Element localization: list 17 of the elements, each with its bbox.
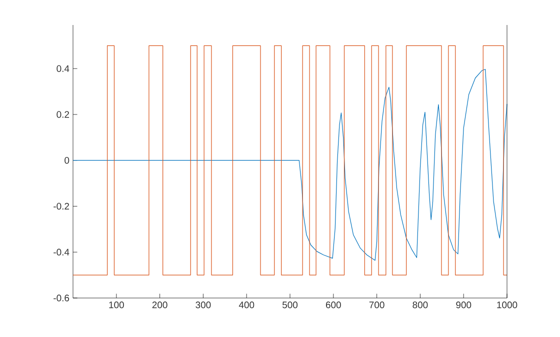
x-tick-label: 500 xyxy=(282,302,298,308)
y-tick-label: -0.6 xyxy=(54,294,70,302)
x-tick-label: 300 xyxy=(196,302,211,308)
y-tick-label: -0.2 xyxy=(54,202,70,210)
y-tick-label: -0.4 xyxy=(54,248,70,256)
x-tick-label: 400 xyxy=(238,302,254,308)
x-tick-label: 800 xyxy=(412,302,428,308)
line-series xyxy=(72,68,508,261)
y-tick-label: 0.2 xyxy=(56,111,70,118)
y-tick-label: 0.4 xyxy=(56,65,70,72)
x-tick-label: 700 xyxy=(369,302,384,308)
y-tick-label: 0 xyxy=(64,157,70,164)
x-tick-label: 100 xyxy=(109,302,124,308)
x-tick-label: 900 xyxy=(456,302,472,308)
x-tick-label: 200 xyxy=(152,302,168,308)
x-tick-label: 600 xyxy=(326,302,341,308)
x-tick-label: 1000 xyxy=(497,302,518,308)
